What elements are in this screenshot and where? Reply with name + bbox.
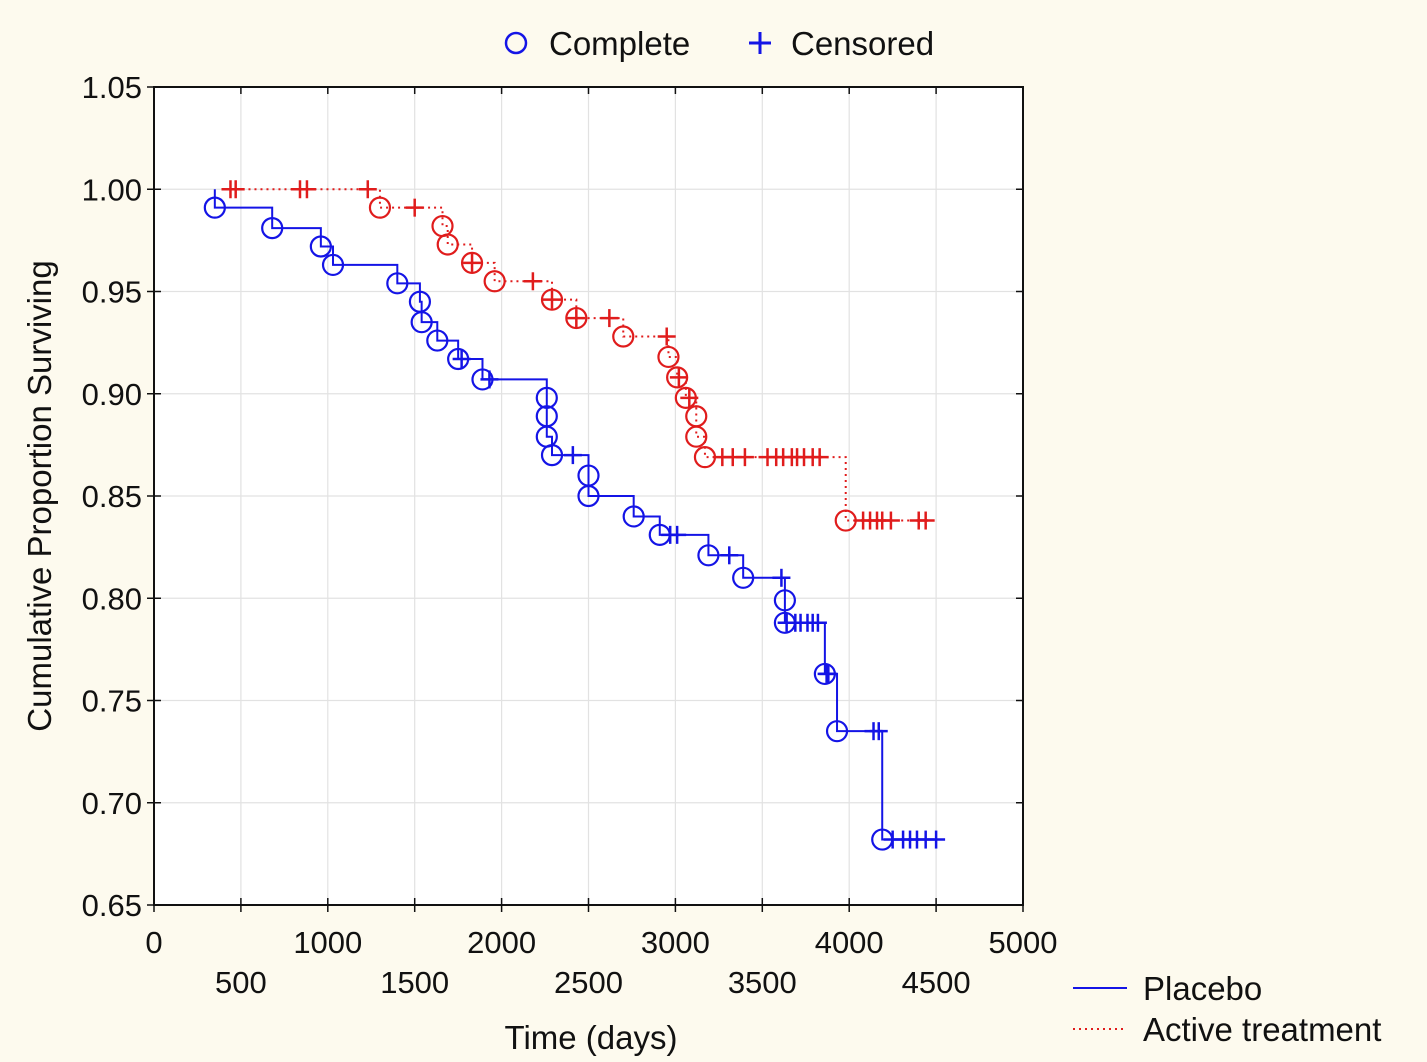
complete-legend-icon <box>504 31 528 55</box>
placebo-complete-marker <box>697 544 720 567</box>
placebo-complete-marker <box>825 720 849 743</box>
y-tick-label: 0.75 <box>82 684 142 719</box>
active-treatment-censored-marker <box>881 511 900 530</box>
y-tick-label: 0.65 <box>82 888 142 923</box>
placebo-censored-marker <box>480 370 499 389</box>
active-treatment-censored-marker <box>463 253 482 272</box>
active-treatment-censored-marker <box>916 511 935 530</box>
placebo-complete-marker <box>577 484 600 508</box>
placebo-censored-marker <box>720 546 739 565</box>
placebo-complete-marker <box>261 217 284 240</box>
tick-labels: 0 1000 2000 3000 4000 5000 500 1500 2500 3500 4500… <box>82 70 1058 1000</box>
series-legend: Placebo Active treatment <box>1073 970 1381 1048</box>
x-tick-label: 4500 <box>902 965 971 1000</box>
active-treatment-complete-marker <box>612 325 635 348</box>
placebo-censored-marker <box>869 722 888 741</box>
placebo-complete-marker <box>410 311 433 334</box>
y-tick-label: 0.85 <box>82 479 142 514</box>
placebo-complete-marker <box>622 505 645 528</box>
placebo-censored-marker <box>452 349 471 368</box>
active-treatment-censored-marker <box>405 198 424 217</box>
active-treatment-censored-marker <box>810 448 829 467</box>
survival-curves <box>213 188 937 841</box>
y-tick-label: 0.90 <box>82 377 142 412</box>
marker-legend: Complete Censored <box>504 25 934 62</box>
active-treatment-censored-marker <box>680 388 699 407</box>
x-tick-label: 500 <box>215 965 267 1000</box>
active-treatment-censored-marker <box>523 272 542 291</box>
active-treatment-legend-label: Active treatment <box>1143 1011 1381 1048</box>
active-treatment-censored-marker <box>297 180 316 199</box>
ticks <box>147 86 1024 912</box>
y-tick-label: 0.70 <box>82 786 142 821</box>
placebo-censored-marker <box>772 568 791 587</box>
placebo-censored-marker <box>927 830 946 849</box>
y-tick-label: 1.05 <box>82 70 142 105</box>
y-tick-label: 0.95 <box>82 275 142 310</box>
x-tick-label: 0 <box>145 925 162 960</box>
placebo-censored-marker <box>668 525 687 544</box>
active-treatment-censored-marker <box>669 368 688 387</box>
placebo-complete-marker <box>540 444 564 467</box>
x-tick-label: 3500 <box>728 965 797 1000</box>
placebo-complete-marker <box>426 329 449 352</box>
x-tick-label: 2000 <box>467 925 536 960</box>
active-treatment-censored-marker <box>600 309 619 328</box>
active-treatment-complete-marker <box>436 233 459 256</box>
placebo-curve <box>213 189 937 841</box>
active-treatment-complete-marker <box>368 196 392 219</box>
x-tick-label: 1500 <box>380 965 449 1000</box>
x-tick-label: 3000 <box>641 925 710 960</box>
active-treatment-censored-marker <box>567 309 586 328</box>
y-tick-label: 1.00 <box>82 172 142 207</box>
censored-legend-icon <box>749 32 771 54</box>
y-tick-label: 0.80 <box>82 581 142 616</box>
active-treatment-complete-marker <box>540 288 564 311</box>
placebo-complete-marker <box>321 253 345 277</box>
complete-legend-label: Complete <box>549 25 690 62</box>
placebo-complete-marker <box>773 589 796 612</box>
placebo-complete-marker <box>203 196 226 219</box>
x-axis-title: Time (days) <box>505 1019 678 1056</box>
x-tick-label: 5000 <box>989 925 1058 960</box>
active-treatment-censored-marker <box>226 180 245 199</box>
y-axis-title: Cumulative Proportion Surviving <box>21 260 58 731</box>
x-tick-label: 1000 <box>293 925 362 960</box>
x-tick-label: 4000 <box>815 925 884 960</box>
x-tick-label: 2500 <box>554 965 623 1000</box>
placebo-censored-marker <box>808 613 827 632</box>
active-treatment-censored-marker <box>735 448 754 467</box>
active-treatment-censored-marker <box>358 180 377 199</box>
active-treatment-complete-marker <box>565 306 588 330</box>
active-treatment-censored-marker <box>657 327 676 346</box>
active-treatment-censored-marker <box>543 290 562 309</box>
active-treatment-complete-marker <box>460 251 484 274</box>
placebo-complete-marker <box>535 386 558 409</box>
placebo-censored-marker <box>563 446 582 465</box>
active-treatment-complete-marker <box>685 425 708 448</box>
placebo-legend-label: Placebo <box>1143 970 1262 1007</box>
placebo-complete-marker <box>386 272 409 295</box>
censored-legend-label: Censored <box>791 25 934 62</box>
placebo-complete-marker <box>732 566 755 589</box>
active-treatment-complete-marker <box>657 345 680 369</box>
placebo-complete-marker <box>309 235 332 258</box>
active-treatment-complete-marker <box>483 270 506 293</box>
markers <box>203 180 946 851</box>
placebo-censored-marker <box>819 664 838 683</box>
